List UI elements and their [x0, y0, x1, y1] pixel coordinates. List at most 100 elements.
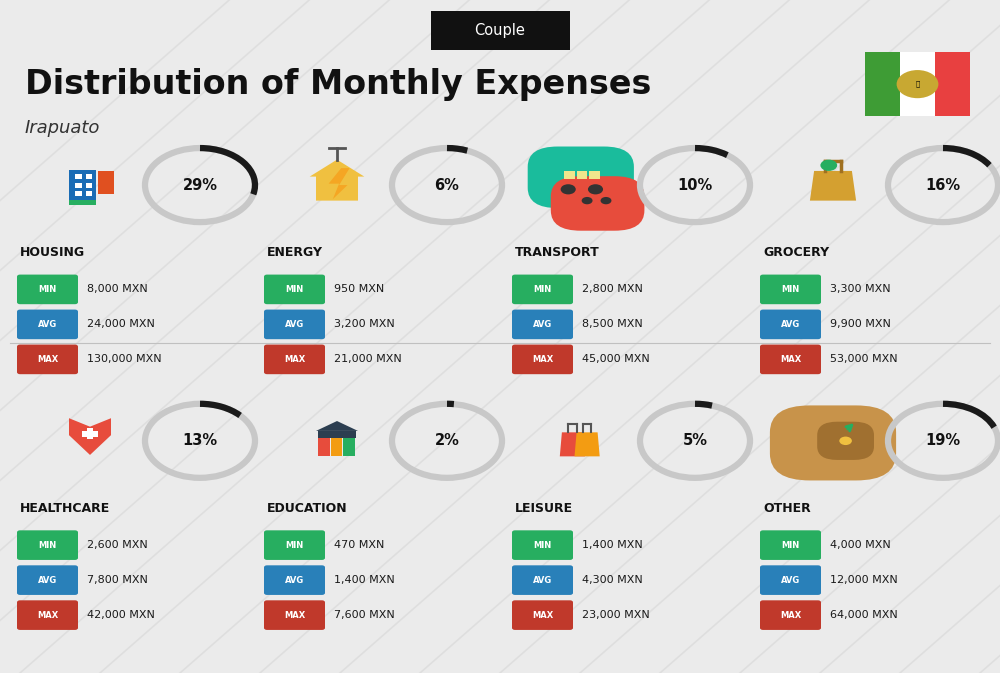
Text: MIN: MIN — [533, 540, 552, 550]
Bar — [343, 438, 355, 456]
FancyBboxPatch shape — [512, 275, 573, 304]
Text: MAX: MAX — [37, 355, 58, 364]
Text: 16%: 16% — [925, 178, 961, 192]
Polygon shape — [574, 432, 600, 456]
Text: Irapuato: Irapuato — [25, 119, 100, 137]
Text: MIN: MIN — [285, 540, 304, 550]
Text: 9,900 MXN: 9,900 MXN — [830, 320, 891, 329]
Bar — [935, 52, 970, 116]
Text: 8,000 MXN: 8,000 MXN — [87, 285, 148, 294]
FancyBboxPatch shape — [17, 310, 78, 339]
Bar — [75, 191, 82, 197]
Circle shape — [820, 160, 837, 171]
Text: AVG: AVG — [781, 575, 800, 585]
Text: 13%: 13% — [182, 433, 218, 448]
Text: 🦅: 🦅 — [915, 81, 920, 87]
Text: Couple: Couple — [475, 23, 525, 38]
Polygon shape — [560, 432, 585, 456]
Text: 24,000 MXN: 24,000 MXN — [87, 320, 155, 329]
Text: 4,300 MXN: 4,300 MXN — [582, 575, 643, 585]
Text: 19%: 19% — [925, 433, 961, 448]
Bar — [69, 200, 96, 205]
Text: MAX: MAX — [532, 610, 553, 620]
Polygon shape — [329, 168, 350, 199]
Text: MIN: MIN — [781, 540, 800, 550]
Text: Distribution of Monthly Expenses: Distribution of Monthly Expenses — [25, 67, 651, 101]
Text: AVG: AVG — [38, 575, 57, 585]
Text: 950 MXN: 950 MXN — [334, 285, 384, 294]
Text: AVG: AVG — [781, 320, 800, 329]
Text: MIN: MIN — [285, 285, 304, 294]
FancyBboxPatch shape — [512, 310, 573, 339]
Text: 2%: 2% — [435, 433, 459, 448]
Text: OTHER: OTHER — [763, 501, 811, 515]
Text: 64,000 MXN: 64,000 MXN — [830, 610, 898, 620]
Bar — [577, 171, 587, 180]
FancyBboxPatch shape — [17, 345, 78, 374]
Text: EDUCATION: EDUCATION — [267, 501, 348, 515]
Bar — [865, 52, 900, 116]
Text: TRANSPORT: TRANSPORT — [515, 246, 600, 259]
Text: 23,000 MXN: 23,000 MXN — [582, 610, 650, 620]
Bar — [900, 52, 935, 116]
Text: MIN: MIN — [781, 285, 800, 294]
Text: 470 MXN: 470 MXN — [334, 540, 384, 550]
Circle shape — [839, 437, 852, 445]
Text: 42,000 MXN: 42,000 MXN — [87, 610, 155, 620]
FancyBboxPatch shape — [760, 310, 821, 339]
Text: 53,000 MXN: 53,000 MXN — [830, 355, 898, 364]
Text: MAX: MAX — [284, 610, 305, 620]
FancyBboxPatch shape — [264, 275, 325, 304]
Text: HOUSING: HOUSING — [20, 246, 85, 259]
Polygon shape — [69, 418, 111, 455]
Bar — [589, 171, 600, 180]
Text: 8,500 MXN: 8,500 MXN — [582, 320, 643, 329]
FancyBboxPatch shape — [512, 600, 573, 630]
Text: 1,400 MXN: 1,400 MXN — [334, 575, 395, 585]
FancyBboxPatch shape — [264, 565, 325, 595]
FancyBboxPatch shape — [760, 275, 821, 304]
Text: 29%: 29% — [182, 178, 218, 192]
Text: MAX: MAX — [37, 610, 58, 620]
Text: AVG: AVG — [533, 320, 552, 329]
Text: MAX: MAX — [284, 355, 305, 364]
Text: 2,800 MXN: 2,800 MXN — [582, 285, 643, 294]
Circle shape — [588, 184, 603, 194]
Circle shape — [601, 197, 611, 205]
Text: AVG: AVG — [38, 320, 57, 329]
FancyBboxPatch shape — [264, 600, 325, 630]
Text: ENERGY: ENERGY — [267, 246, 323, 259]
Text: 10%: 10% — [677, 178, 713, 192]
Text: MAX: MAX — [780, 610, 801, 620]
Polygon shape — [310, 160, 364, 201]
FancyBboxPatch shape — [264, 530, 325, 560]
Text: AVG: AVG — [533, 575, 552, 585]
Text: 3,200 MXN: 3,200 MXN — [334, 320, 395, 329]
Text: HEALTHCARE: HEALTHCARE — [20, 501, 110, 515]
Text: 7,800 MXN: 7,800 MXN — [87, 575, 148, 585]
Text: AVG: AVG — [285, 575, 304, 585]
FancyBboxPatch shape — [760, 345, 821, 374]
Bar — [69, 170, 96, 201]
FancyBboxPatch shape — [817, 422, 874, 460]
FancyBboxPatch shape — [551, 176, 644, 231]
FancyBboxPatch shape — [264, 310, 325, 339]
FancyBboxPatch shape — [528, 147, 634, 208]
FancyBboxPatch shape — [770, 405, 896, 481]
FancyBboxPatch shape — [264, 345, 325, 374]
Text: 12,000 MXN: 12,000 MXN — [830, 575, 898, 585]
FancyBboxPatch shape — [512, 530, 573, 560]
Text: 130,000 MXN: 130,000 MXN — [87, 355, 162, 364]
FancyBboxPatch shape — [17, 275, 78, 304]
FancyBboxPatch shape — [512, 565, 573, 595]
Text: MIN: MIN — [38, 540, 57, 550]
FancyBboxPatch shape — [17, 600, 78, 630]
Text: 2,600 MXN: 2,600 MXN — [87, 540, 148, 550]
Bar — [87, 428, 93, 439]
Bar — [564, 171, 574, 180]
Text: 4,000 MXN: 4,000 MXN — [830, 540, 891, 550]
Text: 7,600 MXN: 7,600 MXN — [334, 610, 395, 620]
Circle shape — [582, 197, 593, 205]
Text: 3,300 MXN: 3,300 MXN — [830, 285, 891, 294]
Bar — [86, 174, 92, 180]
